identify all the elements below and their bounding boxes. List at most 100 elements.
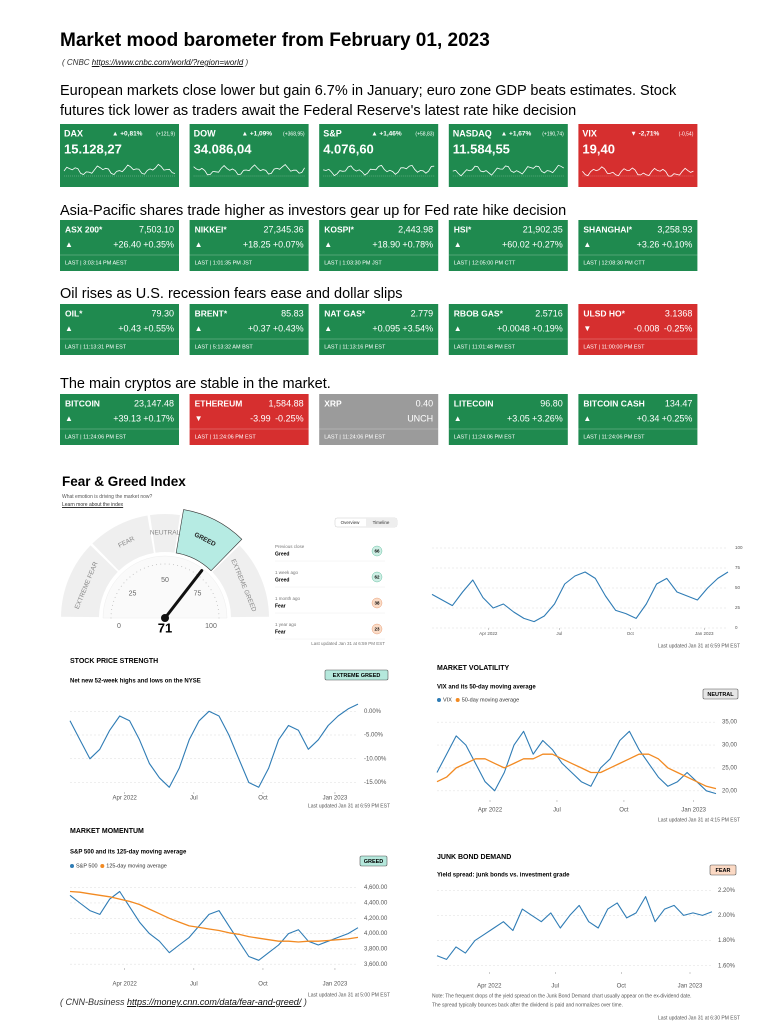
x-tick-label: Oct [627, 631, 635, 636]
ticker-change: +3.26 [637, 239, 660, 249]
gauge-zone [61, 545, 118, 618]
fg-title: Fear & Greed Index [62, 474, 186, 489]
ticker-change-pct: -0.25% [664, 323, 693, 333]
ticker-tile [60, 124, 179, 187]
ticker-change: ▲ +1,67% [501, 131, 532, 138]
ticker-arrow: ▲ [65, 324, 73, 333]
history-badge [371, 623, 383, 635]
y-tick-label: -10.00% [364, 756, 387, 762]
x-tick-label: Oct [619, 808, 629, 814]
ticker-price: 4.076,60 [323, 141, 374, 156]
footer-source: ( CNN-Business https://money.cnn.com/dat… [60, 997, 307, 1007]
ticker-price: 2.5716 [535, 308, 563, 318]
gauge-zone [175, 509, 243, 572]
y-tick-label: 3,600.00 [364, 962, 388, 968]
ticker-last: LAST | 11:24:06 PM EST [583, 434, 645, 440]
history-rating: Greed [275, 577, 289, 583]
ticker-arrow: ▼ [583, 324, 591, 333]
ticker-tile [319, 124, 439, 187]
legend-dot [455, 698, 460, 702]
ticker-arrow: ▲ [65, 414, 73, 423]
y-tick-label: 2.20% [718, 888, 736, 894]
ticker-price: 0.40 [416, 398, 434, 408]
gauge-dot [217, 609, 219, 611]
ticker-arrow: ▲ [454, 324, 462, 333]
y-tick-label: 4,600.00 [364, 885, 388, 891]
ticker-change-pct: +0.19% [532, 323, 563, 333]
series-line [69, 890, 359, 961]
fg-learn-more[interactable]: Learn more about the index [62, 502, 124, 508]
ticker-price: 2.779 [411, 308, 434, 318]
ticker-change-pct: +0.78% [402, 239, 433, 249]
ticker-tile [448, 220, 568, 271]
ticker-change-pct: +3.26% [532, 413, 563, 423]
gauge-dot [118, 589, 120, 591]
legend-dot [70, 864, 74, 868]
ticker-name: NASDAQ [453, 128, 492, 138]
chart-title: JUNK BOND DEMAND [437, 854, 511, 861]
ticker-change: +18.25 [243, 239, 271, 249]
gauge-dot [143, 567, 145, 569]
ticker-change: +18.90 [372, 239, 400, 249]
ticker-arrow: ▲ [195, 324, 203, 333]
ticker-last: LAST | 12:05:00 PM CTT [454, 260, 516, 266]
y-tick-label: 50 [735, 585, 741, 590]
ticker-name: OIL* [65, 308, 83, 318]
tab[interactable]: Overview [341, 520, 361, 525]
ticker-change: +0.095 [372, 323, 400, 333]
gauge-dot [160, 563, 162, 565]
chart-title: STOCK PRICE STRENGTH [70, 658, 158, 665]
history-rating: Fear [275, 629, 286, 635]
ticker-tile [319, 304, 439, 355]
gauge-dot [129, 576, 131, 578]
ticker-change-pct: +0.35% [143, 239, 174, 249]
chart-title: MARKET MOMENTUM [70, 828, 144, 835]
source-link[interactable]: https://www.cnbc.com/world/?region=world [91, 58, 244, 67]
ticker-tile [578, 304, 698, 355]
badge-label: EXTREME GREED [333, 673, 381, 679]
ticker-price: 1,584.88 [269, 398, 304, 408]
ticker-change: +0.34 [637, 413, 660, 423]
ticker-change-pct: +0.10% [662, 239, 693, 249]
ticker-change-detail: (+121,9) [156, 131, 175, 137]
ticker-change: -3.99 [250, 413, 271, 423]
y-tick-label: 25 [735, 605, 741, 610]
gauge-dot [202, 579, 204, 581]
gauge-dot [218, 613, 220, 615]
ticker-tile [448, 124, 568, 187]
ticker-tile [60, 304, 179, 355]
gauge-dot [218, 617, 220, 619]
tab[interactable]: Timeline [373, 520, 390, 525]
ticker-change: +0.43 [118, 323, 141, 333]
ticker-arrow: ▼ [195, 414, 203, 423]
gauge-zone [92, 515, 154, 571]
badge [359, 855, 388, 867]
gauge-dot [123, 582, 125, 584]
sparkline [63, 163, 176, 175]
gauge-tick-label: 75 [194, 590, 202, 597]
chart-subtitle: VIX and its 50-day moving average [437, 685, 536, 691]
chart-updated: Last updated Jan 31 at 4:15 PM EST [658, 817, 740, 823]
gauge-dot [136, 571, 138, 573]
history-value: 23 [374, 627, 380, 632]
ticker-tile [189, 124, 309, 187]
history-label: 1 year ago [275, 622, 297, 627]
ticker-change: +26.40 [113, 239, 141, 249]
x-tick-label: Apr 2022 [477, 984, 502, 990]
ticker-last: LAST | 11:24:06 PM EST [65, 434, 127, 440]
ticker-name: XRP [324, 398, 342, 408]
ticker-change: ▲ +0,81% [112, 131, 143, 138]
gauge-dot [132, 573, 134, 575]
ticker-change-detail: (+368,95) [283, 131, 305, 137]
gauge-dot [185, 567, 187, 569]
footer-link[interactable]: https://money.cnn.com/data/fear-and-gree… [127, 997, 302, 1007]
legend-dot [437, 698, 441, 702]
y-tick-label: 1.80% [718, 938, 736, 944]
ticker-arrow: ▲ [583, 414, 591, 423]
legend-dot [100, 864, 105, 868]
ticker-name: DAX [64, 128, 83, 138]
ticker-tile [448, 394, 568, 445]
ticker-price: 134.47 [665, 398, 693, 408]
ticker-tile [60, 394, 179, 445]
chart-updated: Last updated Jan 31 at 6:30 PM EST [658, 1015, 740, 1021]
